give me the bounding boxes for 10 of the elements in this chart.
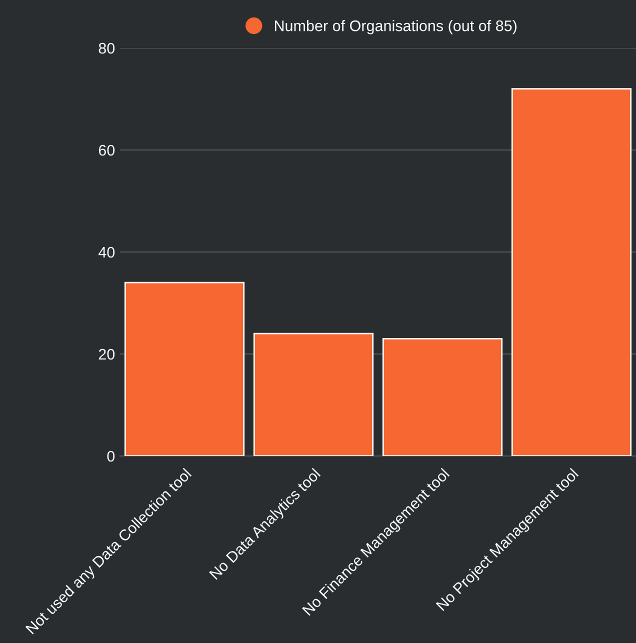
legend-label: Number of Organisations (out of 85) [274, 20, 516, 34]
y-tick-label: 20 [98, 348, 115, 360]
bar [253, 332, 374, 456]
bar [511, 88, 632, 456]
y-tick-label: 0 [107, 450, 115, 462]
y-tick-label: 40 [98, 246, 115, 258]
bar [124, 282, 245, 456]
y-tick-label: 60 [98, 144, 115, 156]
bar [382, 338, 503, 456]
y-tick-label: 80 [98, 42, 115, 54]
